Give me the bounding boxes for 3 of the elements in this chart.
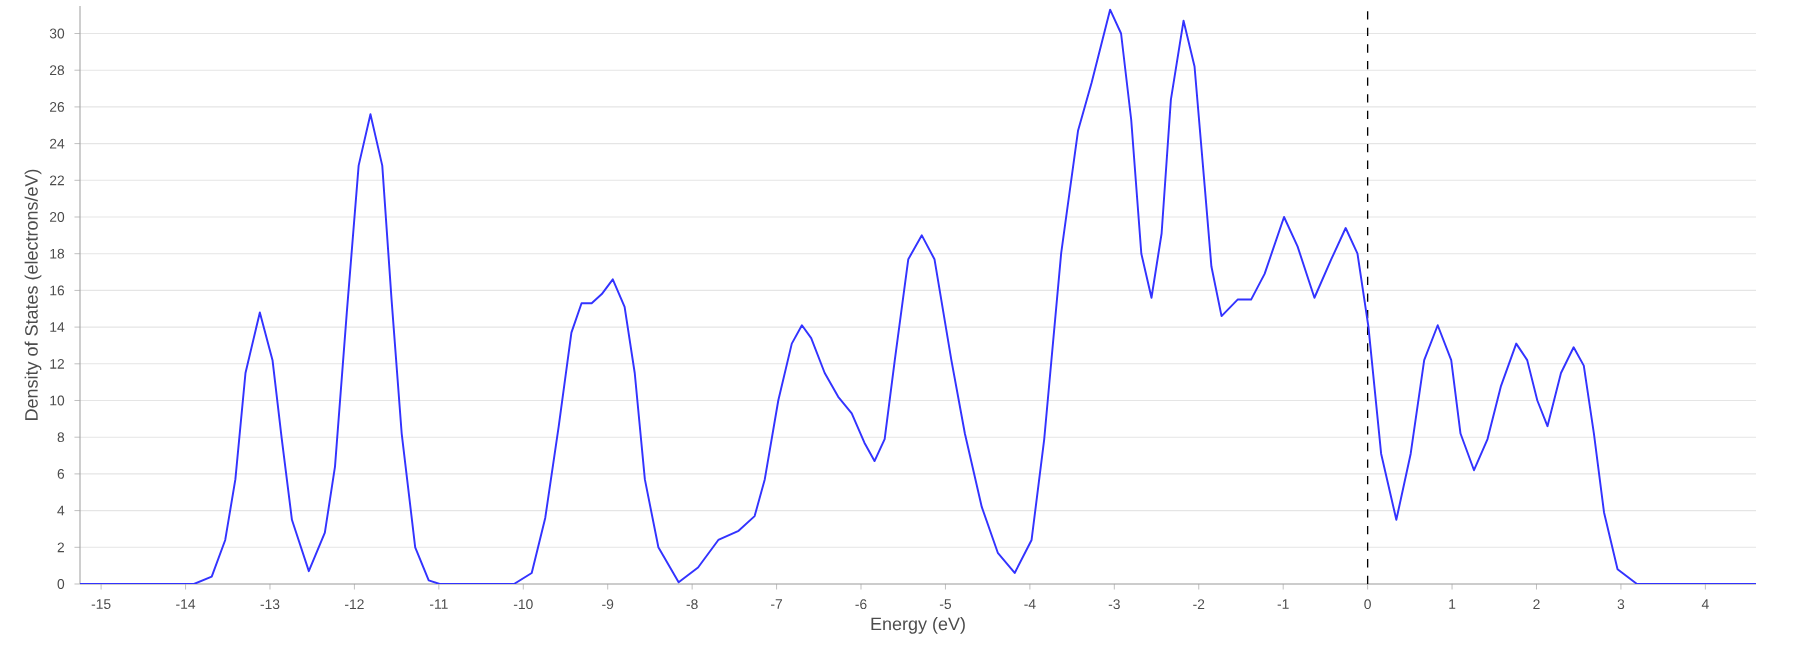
x-axis-title: Energy (eV) (871, 617, 965, 634)
line-series (80, 8, 1757, 584)
y-axis-title: Density of States (electrons/eV) (24, 169, 42, 420)
